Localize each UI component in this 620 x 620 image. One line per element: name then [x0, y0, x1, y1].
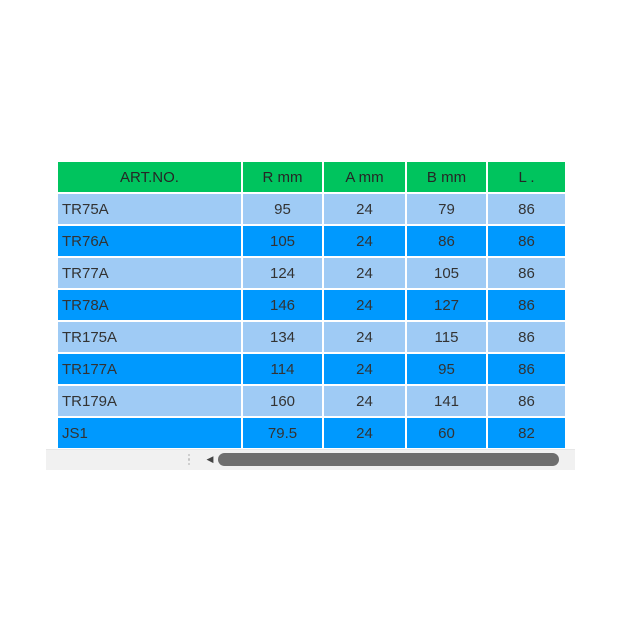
- scroll-left-arrow-icon[interactable]: ◀: [206, 454, 214, 464]
- art-no-cell: TR77A: [58, 258, 241, 288]
- value-cell: 60: [407, 418, 486, 448]
- value-cell: 134: [243, 322, 322, 352]
- value-cell: 86: [488, 290, 565, 320]
- value-cell: 115: [407, 322, 486, 352]
- art-no-cell: TR175A: [58, 322, 241, 352]
- value-cell: 79: [407, 194, 486, 224]
- value-cell: 24: [324, 322, 405, 352]
- column-header-art-no: ART.NO.: [58, 162, 241, 192]
- table-row[interactable]: TR175A 134 24 115 86: [58, 322, 565, 352]
- table-row[interactable]: TR78A 146 24 127 86: [58, 290, 565, 320]
- value-cell: 24: [324, 258, 405, 288]
- value-cell: 114: [243, 354, 322, 384]
- value-cell: 24: [324, 418, 405, 448]
- column-header-a-mm: A mm: [324, 162, 405, 192]
- value-cell: 24: [324, 226, 405, 256]
- value-cell: 105: [243, 226, 322, 256]
- value-cell: 24: [324, 290, 405, 320]
- column-header-b-mm: B mm: [407, 162, 486, 192]
- drag-handle-icon[interactable]: [185, 449, 193, 470]
- value-cell: 95: [407, 354, 486, 384]
- table-body: TR75A 95 24 79 86 TR76A 105 24 86 86 TR77A 124 24 105…: [58, 194, 565, 448]
- value-cell: 24: [324, 354, 405, 384]
- art-no-cell: TR177A: [58, 354, 241, 384]
- value-cell: 160: [243, 386, 322, 416]
- art-no-cell: TR75A: [58, 194, 241, 224]
- value-cell: 86: [488, 258, 565, 288]
- value-cell: 79.5: [243, 418, 322, 448]
- value-cell: 86: [407, 226, 486, 256]
- value-cell: 95: [243, 194, 322, 224]
- value-cell: 24: [324, 194, 405, 224]
- grip-dot: [187, 453, 191, 457]
- art-no-cell: JS1: [58, 418, 241, 448]
- art-no-cell: TR76A: [58, 226, 241, 256]
- value-cell: 141: [407, 386, 486, 416]
- value-cell: 86: [488, 226, 565, 256]
- horizontal-scrollbar[interactable]: ◀: [46, 449, 575, 470]
- table-row[interactable]: TR177A 114 24 95 86: [58, 354, 565, 384]
- art-no-cell: TR179A: [58, 386, 241, 416]
- spec-table: ART.NO. R mm A mm B mm L . TR75A 95 24 79 86 TR76…: [58, 162, 565, 450]
- scrollbar-thumb[interactable]: [218, 453, 559, 466]
- value-cell: 105: [407, 258, 486, 288]
- table-row[interactable]: JS1 79.5 24 60 82: [58, 418, 565, 448]
- value-cell: 86: [488, 386, 565, 416]
- value-cell: 127: [407, 290, 486, 320]
- column-header-r-mm: R mm: [243, 162, 322, 192]
- table-row[interactable]: TR77A 124 24 105 86: [58, 258, 565, 288]
- value-cell: 146: [243, 290, 322, 320]
- value-cell: 124: [243, 258, 322, 288]
- table-header-row: ART.NO. R mm A mm B mm L .: [58, 162, 565, 192]
- value-cell: 24: [324, 386, 405, 416]
- value-cell: 86: [488, 354, 565, 384]
- grip-dot: [187, 458, 191, 461]
- value-cell: 82: [488, 418, 565, 448]
- column-header-l: L .: [488, 162, 565, 192]
- art-no-cell: TR78A: [58, 290, 241, 320]
- table-row[interactable]: TR76A 105 24 86 86: [58, 226, 565, 256]
- table-row[interactable]: TR75A 95 24 79 86: [58, 194, 565, 224]
- grip-dot: [187, 462, 191, 466]
- table-row[interactable]: TR179A 160 24 141 86: [58, 386, 565, 416]
- value-cell: 86: [488, 322, 565, 352]
- value-cell: 86: [488, 194, 565, 224]
